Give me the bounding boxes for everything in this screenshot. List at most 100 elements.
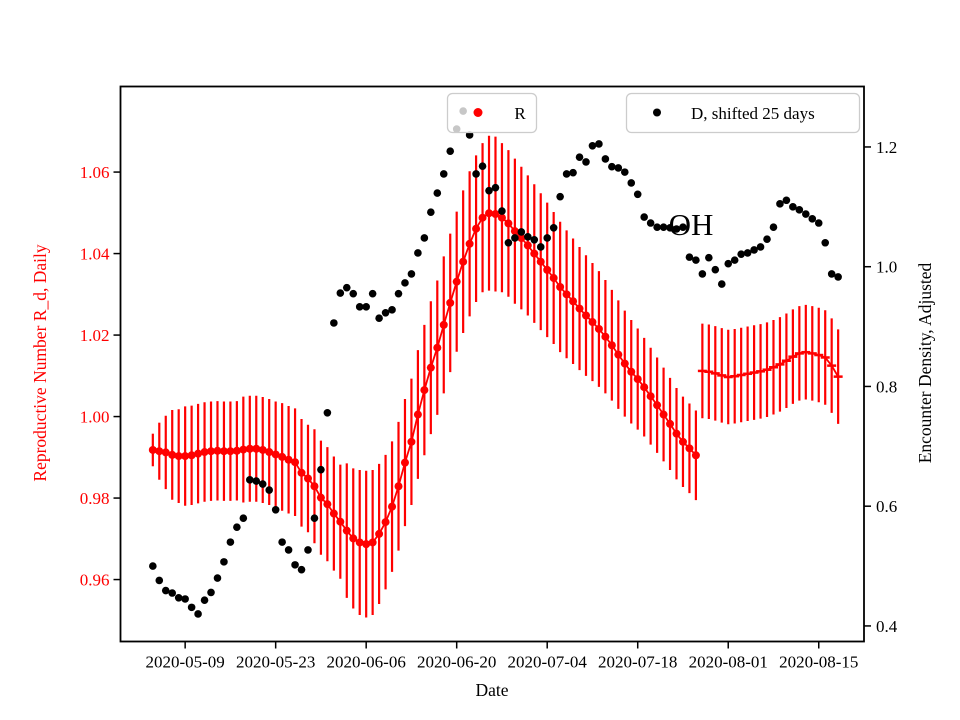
x-tick-label: 2020-06-20 — [417, 653, 496, 672]
d-point — [155, 576, 164, 585]
d-point — [362, 303, 370, 311]
left-y-axis-label: Reproductive Number R_d, Daily — [30, 244, 50, 481]
r-point — [252, 444, 261, 453]
d-point — [439, 170, 448, 178]
d-point — [246, 476, 254, 484]
d-point — [692, 256, 700, 264]
d-point — [485, 186, 493, 195]
d-point — [763, 235, 771, 243]
r-point — [517, 234, 526, 243]
legend-d-box — [625, 92, 861, 134]
r-point — [575, 304, 584, 313]
d-point — [556, 192, 564, 201]
r-point — [530, 249, 539, 258]
d-point — [161, 586, 170, 595]
r-point — [510, 227, 519, 236]
r-point — [607, 341, 616, 350]
d-point — [659, 223, 668, 231]
d-point — [401, 279, 409, 287]
r-point — [297, 468, 306, 477]
left-tick-label: 1.02 — [80, 326, 110, 345]
x-tick-label: 2020-05-23 — [236, 653, 315, 672]
d-point — [375, 314, 383, 322]
r-point — [640, 383, 649, 392]
d-point — [220, 558, 228, 566]
d-point — [278, 538, 286, 546]
d-point — [575, 153, 584, 161]
d-point — [517, 228, 526, 236]
r-point — [446, 298, 455, 307]
legend-d-label: D, shifted 25 days — [691, 104, 815, 123]
x-tick-label: 2020-05-09 — [145, 653, 224, 672]
r-point — [181, 452, 190, 461]
d-point — [394, 289, 403, 298]
d-point — [530, 235, 539, 244]
r-point — [601, 332, 610, 341]
r-point — [362, 540, 371, 549]
r-point — [497, 213, 506, 222]
d-point — [601, 155, 610, 163]
d-point — [685, 253, 694, 261]
d-point — [265, 486, 274, 494]
d-point — [187, 603, 196, 612]
r-point — [278, 452, 287, 461]
d-point — [569, 168, 577, 177]
left-tick-label: 1.06 — [80, 163, 110, 182]
d-point — [802, 210, 810, 218]
d-point — [724, 259, 733, 268]
d-point — [342, 283, 351, 292]
r-point — [310, 482, 319, 491]
x-tick-label: 2020-06-06 — [327, 653, 406, 672]
d-point — [614, 164, 623, 172]
d-point — [258, 480, 267, 488]
d-point — [582, 158, 590, 166]
r-point — [375, 529, 384, 538]
r-point — [581, 311, 590, 320]
d-point — [562, 170, 571, 178]
d-point — [200, 596, 209, 604]
r-point — [588, 318, 597, 327]
r-point — [336, 517, 345, 526]
r-point — [161, 448, 170, 457]
right-tick-label: 0.4 — [876, 617, 898, 636]
d-point — [323, 408, 332, 417]
d-point — [336, 289, 345, 297]
d-point — [304, 546, 312, 554]
d-point — [407, 270, 416, 278]
r-point — [691, 451, 700, 460]
r-point — [342, 526, 351, 535]
r-point — [245, 444, 254, 453]
d-point — [789, 203, 797, 211]
r-point — [187, 451, 196, 460]
r-point — [394, 482, 403, 491]
r-point — [504, 219, 513, 228]
d-point — [782, 196, 791, 205]
legend-r-label: R — [514, 104, 526, 123]
r-point — [388, 502, 397, 511]
right-tick-label: 0.8 — [876, 377, 897, 396]
r-point — [465, 239, 474, 248]
d-point — [549, 223, 558, 232]
r-point — [646, 392, 655, 401]
r-point — [207, 447, 216, 456]
r-point — [685, 444, 694, 453]
d-point — [284, 546, 293, 554]
r-point — [316, 493, 325, 502]
d-point — [291, 561, 299, 569]
r-point — [543, 265, 552, 274]
d-point — [355, 303, 364, 311]
right-tick-label: 0.6 — [876, 497, 897, 516]
d-point — [446, 147, 455, 155]
r-point — [452, 277, 461, 286]
d-point — [717, 280, 726, 288]
r-point — [536, 257, 545, 266]
d-point — [640, 213, 648, 221]
d-point — [271, 505, 280, 514]
r-point — [200, 448, 209, 457]
d-point — [814, 219, 823, 227]
r-point — [653, 401, 662, 410]
d-point — [330, 319, 338, 327]
d-point — [646, 219, 655, 227]
